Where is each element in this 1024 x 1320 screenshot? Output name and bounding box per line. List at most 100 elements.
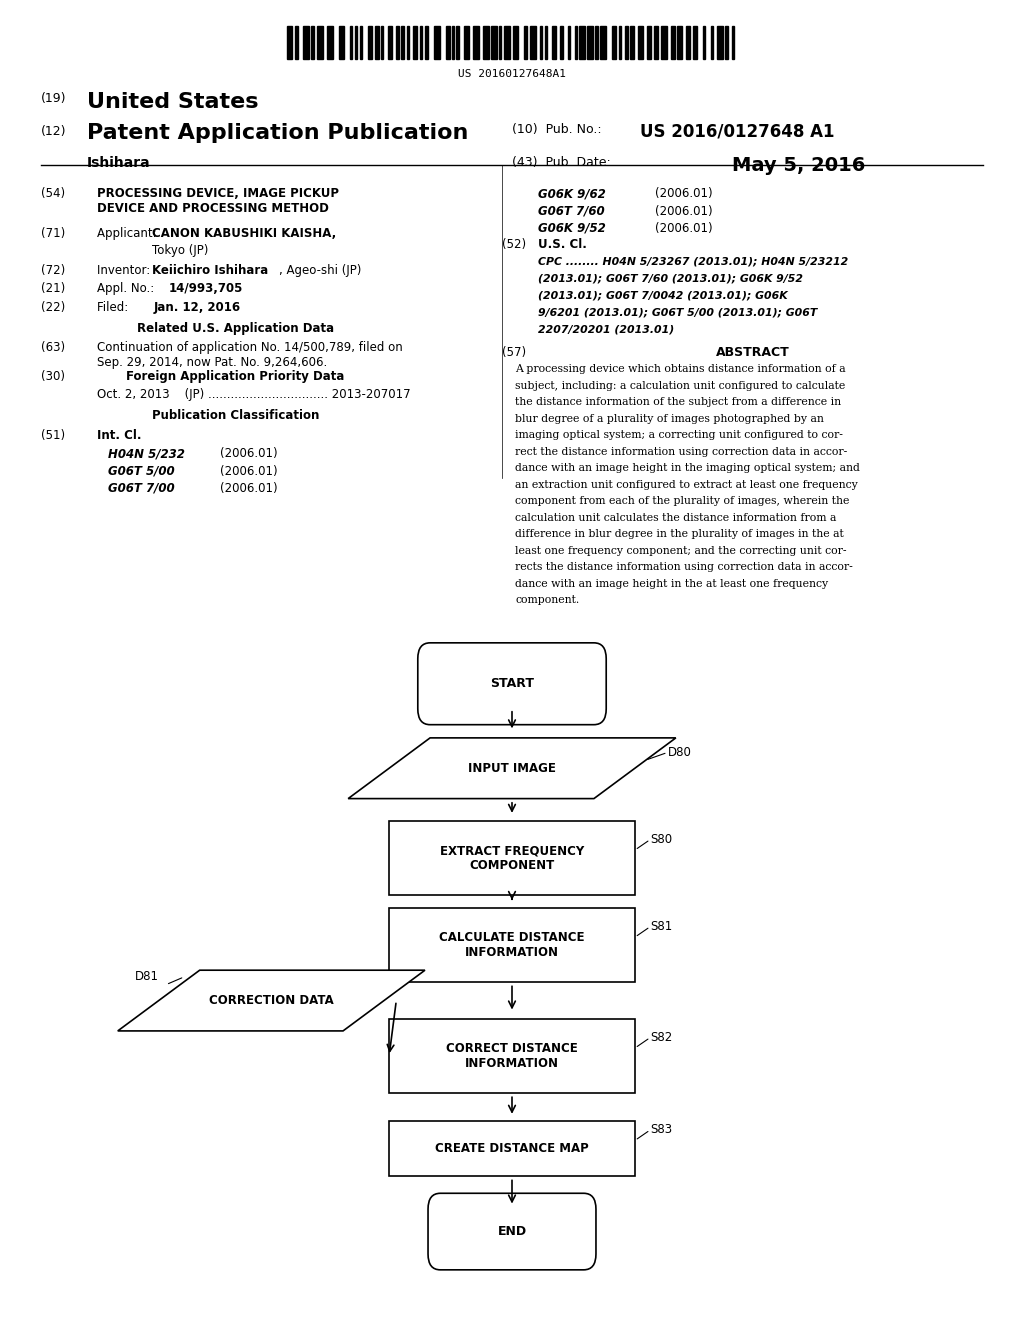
Text: component from each of the plurality of images, wherein the: component from each of the plurality of … xyxy=(515,496,850,507)
Bar xyxy=(420,26,423,59)
Text: (10)  Pub. No.:: (10) Pub. No.: xyxy=(512,123,609,136)
Text: calculation unit calculates the distance information from a: calculation unit calculates the distance… xyxy=(515,513,837,523)
Bar xyxy=(600,26,606,59)
Text: Appl. No.:: Appl. No.: xyxy=(97,282,162,296)
Bar xyxy=(686,26,690,59)
Text: (21): (21) xyxy=(41,282,66,296)
Text: Tokyo (JP): Tokyo (JP) xyxy=(152,244,208,257)
Text: (54): (54) xyxy=(41,187,66,201)
Bar xyxy=(375,26,379,59)
Text: (2006.01): (2006.01) xyxy=(655,205,713,218)
Text: CREATE DISTANCE MAP: CREATE DISTANCE MAP xyxy=(435,1142,589,1155)
Bar xyxy=(545,26,548,59)
Bar xyxy=(692,26,697,59)
Bar xyxy=(499,26,501,59)
Bar xyxy=(587,26,593,59)
Text: START: START xyxy=(490,677,534,690)
Bar xyxy=(295,26,298,59)
Text: ABSTRACT: ABSTRACT xyxy=(716,346,790,359)
Bar xyxy=(630,26,634,59)
Polygon shape xyxy=(118,970,425,1031)
Text: Oct. 2, 2013    (JP) ................................ 2013-207017: Oct. 2, 2013 (JP) ......................… xyxy=(97,388,411,401)
Bar xyxy=(513,26,518,59)
Bar xyxy=(483,26,488,59)
Text: 2207/20201 (2013.01): 2207/20201 (2013.01) xyxy=(538,325,674,335)
Bar xyxy=(407,26,409,59)
Bar xyxy=(552,26,556,59)
Bar xyxy=(541,26,543,59)
Text: G06K 9/62: G06K 9/62 xyxy=(538,187,605,201)
Bar xyxy=(355,26,357,59)
Text: (2006.01): (2006.01) xyxy=(655,222,713,235)
Bar xyxy=(653,26,657,59)
Text: Applicant:: Applicant: xyxy=(97,227,161,240)
Text: Int. Cl.: Int. Cl. xyxy=(97,429,141,442)
Text: US 20160127648A1: US 20160127648A1 xyxy=(458,69,566,79)
Bar xyxy=(368,26,372,59)
Bar xyxy=(702,26,705,59)
Text: D81: D81 xyxy=(135,970,159,983)
Bar xyxy=(524,26,527,59)
Bar xyxy=(327,26,333,59)
Text: (12): (12) xyxy=(41,125,67,139)
Text: 14/993,705: 14/993,705 xyxy=(169,282,244,296)
Text: (2006.01): (2006.01) xyxy=(655,187,713,201)
Bar xyxy=(389,1019,635,1093)
Text: rects the distance information using correction data in accor-: rects the distance information using cor… xyxy=(515,562,853,573)
Bar xyxy=(647,26,651,59)
Text: S83: S83 xyxy=(650,1123,673,1137)
Text: D80: D80 xyxy=(668,746,691,759)
Text: Patent Application Publication: Patent Application Publication xyxy=(87,123,468,143)
Bar xyxy=(452,26,455,59)
Bar xyxy=(396,26,398,59)
Text: imaging optical system; a correcting unit configured to cor-: imaging optical system; a correcting uni… xyxy=(515,430,843,441)
Bar xyxy=(413,26,418,59)
Text: (51): (51) xyxy=(41,429,66,442)
Text: blur degree of a plurality of images photographed by an: blur degree of a plurality of images pho… xyxy=(515,414,824,424)
Text: (52): (52) xyxy=(502,238,526,251)
Text: component.: component. xyxy=(515,595,580,606)
Text: S82: S82 xyxy=(650,1031,673,1044)
Text: PROCESSING DEVICE, IMAGE PICKUP
DEVICE AND PROCESSING METHOD: PROCESSING DEVICE, IMAGE PICKUP DEVICE A… xyxy=(97,187,339,215)
Text: G06T 5/00: G06T 5/00 xyxy=(108,465,174,478)
Bar xyxy=(473,26,479,59)
Text: (2013.01); G06T 7/0042 (2013.01); G06K: (2013.01); G06T 7/0042 (2013.01); G06K xyxy=(538,290,787,301)
Bar xyxy=(574,26,577,59)
Text: May 5, 2016: May 5, 2016 xyxy=(732,156,865,174)
Text: U.S. Cl.: U.S. Cl. xyxy=(538,238,587,251)
Bar xyxy=(677,26,682,59)
Bar xyxy=(530,26,536,59)
Text: Ishihara: Ishihara xyxy=(87,156,151,170)
Text: US 2016/0127648 A1: US 2016/0127648 A1 xyxy=(640,123,835,141)
Bar xyxy=(464,26,469,59)
Text: subject, including: a calculation unit configured to calculate: subject, including: a calculation unit c… xyxy=(515,380,846,391)
Text: CORRECTION DATA: CORRECTION DATA xyxy=(209,994,334,1007)
Bar xyxy=(389,821,635,895)
Bar xyxy=(287,26,293,59)
Text: United States: United States xyxy=(87,92,258,112)
Text: H04N 5/232: H04N 5/232 xyxy=(108,447,184,461)
Text: G06K 9/52: G06K 9/52 xyxy=(538,222,605,235)
Bar xyxy=(717,26,723,59)
Bar xyxy=(725,26,728,59)
Text: , Ageo-shi (JP): , Ageo-shi (JP) xyxy=(279,264,360,277)
Bar xyxy=(339,26,344,59)
Bar xyxy=(303,26,309,59)
Bar xyxy=(560,26,563,59)
Bar xyxy=(359,26,361,59)
Bar xyxy=(389,1121,635,1176)
Bar xyxy=(381,26,383,59)
Text: 9/6201 (2013.01); G06T 5/00 (2013.01); G06T: 9/6201 (2013.01); G06T 5/00 (2013.01); G… xyxy=(538,308,817,318)
Text: (30): (30) xyxy=(41,370,65,383)
Bar xyxy=(660,26,667,59)
Text: Filed:: Filed: xyxy=(97,301,151,314)
Text: least one frequency component; and the correcting unit cor-: least one frequency component; and the c… xyxy=(515,546,847,556)
Text: (2006.01): (2006.01) xyxy=(220,465,278,478)
Text: CANON KABUSHIKI KAISHA,: CANON KABUSHIKI KAISHA, xyxy=(152,227,336,240)
Text: Publication Classification: Publication Classification xyxy=(152,409,319,422)
Bar xyxy=(611,26,616,59)
Text: (2006.01): (2006.01) xyxy=(220,447,278,461)
Text: Jan. 12, 2016: Jan. 12, 2016 xyxy=(154,301,241,314)
Bar xyxy=(434,26,439,59)
Bar xyxy=(711,26,713,59)
